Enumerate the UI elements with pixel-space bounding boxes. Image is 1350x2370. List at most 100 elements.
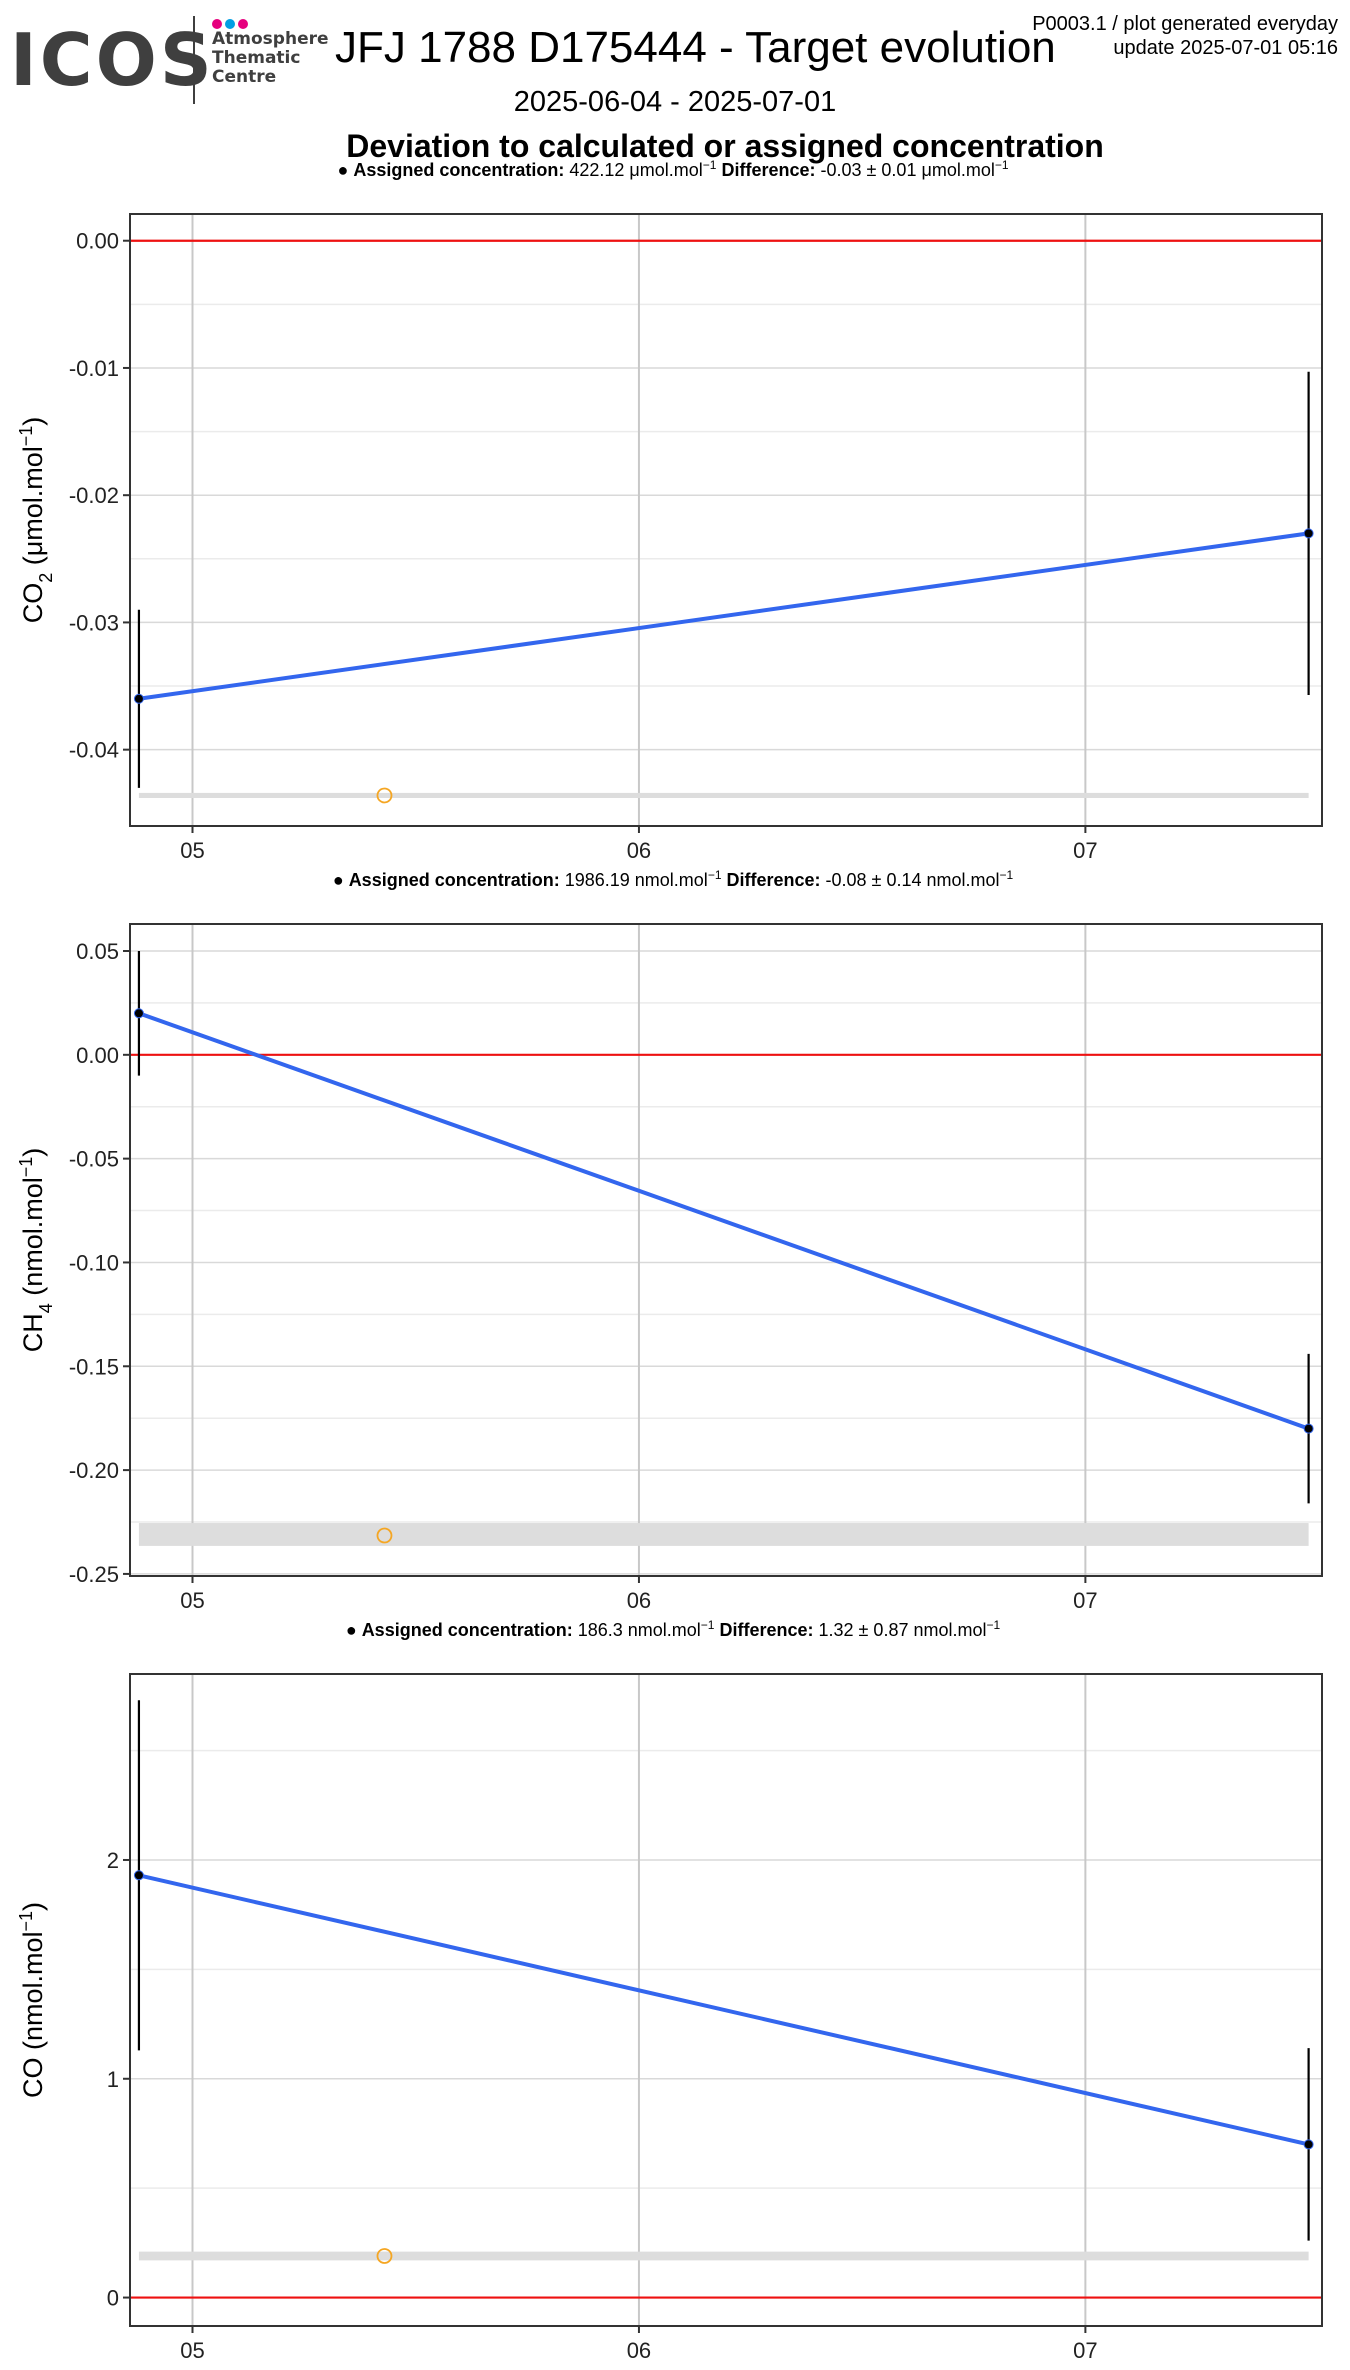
y-axis-label: CO (nmol.mol−1) (16, 1902, 48, 2098)
y-tick-label: 0.00 (76, 1043, 119, 1068)
y-tick-label: -0.25 (69, 1562, 119, 1587)
trend-line (138, 531, 1309, 701)
caption-unit-exponent: −1 (703, 158, 717, 172)
caption-diff-label: Difference: (716, 160, 820, 180)
y-tick-label: -0.04 (69, 738, 119, 763)
data-point (1303, 2139, 1314, 2150)
x-tick-label: 07 (1073, 1588, 1097, 1613)
y-tick-label: -0.05 (69, 1147, 119, 1172)
x-tick-label: 06 (627, 1588, 651, 1613)
y-tick-label: -0.02 (69, 483, 119, 508)
x-tick-label: 05 (180, 1588, 204, 1613)
reference-marker (376, 1527, 393, 1544)
x-tick-label: 05 (180, 838, 204, 863)
caption-label: Assigned concentration: (362, 1620, 578, 1640)
y-axis-label: CH4 (nmol.mol−1) (16, 1148, 56, 1353)
logo-subtitle: Atmosphere Thematic Centre (212, 30, 329, 87)
unit-label: (nmol.mol (18, 1932, 48, 2058)
species-name: CO (18, 2058, 48, 2099)
caption-unit-exponent: −1 (1000, 868, 1014, 882)
x-tick-label: 06 (627, 2338, 651, 2363)
data-point (133, 693, 144, 704)
unit-close: ) (18, 1902, 48, 1911)
caption-label: Assigned concentration: (353, 160, 569, 180)
update-time: update 2025-07-01 05:16 (1113, 37, 1338, 59)
species-name: CH (18, 1313, 48, 1352)
caption-diff-value: 1.32 ± 0.87 nmol.mol (819, 1620, 987, 1640)
x-tick-label: 07 (1073, 2338, 1097, 2363)
uncertainty-band (138, 1523, 1309, 1546)
trend-line (138, 1011, 1310, 1431)
panel-border (129, 923, 1323, 1577)
unit-label: (μmol.mol (18, 446, 48, 573)
y-tick-label: 0.05 (76, 939, 119, 964)
caption-diff-value: -0.08 ± 0.14 nmol.mol (826, 870, 1000, 890)
caption-diff-value: -0.03 ± 0.01 μmol.mol (821, 160, 995, 180)
unit-close: ) (18, 1148, 48, 1157)
trend-line (138, 1873, 1310, 2147)
caption-unit-exponent: −1 (701, 1618, 715, 1632)
y-tick-label: 2 (107, 1848, 119, 1873)
reference-marker (376, 2248, 393, 2264)
y-axis-label: CO2 (μmol.mol−1) (16, 417, 56, 624)
y-tick-label: 0 (107, 2286, 119, 2311)
caption-value: 422.12 μmol.mol (569, 160, 702, 180)
plot-info: P0003.1 / plot generated everyday update… (1032, 12, 1338, 60)
caption-dot-icon: ● (333, 870, 349, 890)
y-tick-label: -0.01 (69, 356, 119, 381)
caption-unit-exponent: −1 (708, 868, 722, 882)
caption-dot-icon: ● (337, 160, 353, 180)
plot-title: JFJ 1788 D175444 - Target evolution (335, 23, 1056, 72)
caption-value: 1986.19 nmol.mol (565, 870, 708, 890)
section-title: Deviation to calculated or assigned conc… (346, 128, 1104, 164)
date-range: 2025-06-04 - 2025-07-01 (513, 86, 837, 118)
caption-label: Assigned concentration: (349, 870, 565, 890)
logo-separator (193, 16, 195, 104)
unit-exponent: −1 (16, 1157, 36, 1178)
panel-caption: ● Assigned concentration: 186.3 nmol.mol… (346, 1618, 1001, 1640)
logo-line: Atmosphere (212, 29, 329, 49)
caption-unit-exponent: −1 (995, 158, 1009, 172)
unit-exponent: −1 (16, 426, 36, 447)
reference-marker (376, 787, 393, 804)
plot-header: ICOS Atmosphere Thematic Centre JFJ 1788… (0, 0, 1350, 200)
chart-panel-3: ● Assigned concentration: 186.3 nmol.mol… (16, 1618, 1323, 2363)
data-point (133, 1008, 144, 1019)
icos-logo: ICOS (10, 18, 215, 102)
y-tick-label: -0.10 (69, 1250, 119, 1275)
caption-diff-label: Difference: (714, 1620, 818, 1640)
x-tick-label: 07 (1073, 838, 1097, 863)
y-tick-label: -0.20 (69, 1458, 119, 1483)
unit-label: (nmol.mol (18, 1177, 48, 1303)
panel-caption: ● Assigned concentration: 1986.19 nmol.m… (333, 868, 1014, 890)
unit-close: ) (18, 417, 48, 426)
y-tick-label: -0.15 (69, 1354, 119, 1379)
data-point (1303, 528, 1314, 539)
species-name: CO (18, 583, 48, 624)
x-tick-label: 06 (627, 838, 651, 863)
panel-border (129, 1673, 1323, 2327)
logo-line: Thematic (212, 48, 301, 68)
data-point (133, 1870, 144, 1881)
uncertainty-band (138, 2251, 1309, 2261)
y-tick-label: -0.03 (69, 610, 119, 635)
caption-unit-exponent: −1 (986, 1618, 1000, 1632)
uncertainty-band (138, 792, 1309, 799)
caption-diff-label: Difference: (722, 870, 826, 890)
chart-panel-1: ● Assigned concentration: 422.12 μmol.mo… (16, 158, 1323, 863)
plot-code: P0003.1 / plot generated everyday (1032, 13, 1338, 35)
logo-dots-icon (212, 16, 262, 29)
x-tick-label: 05 (180, 2338, 204, 2363)
data-point (1303, 1423, 1314, 1434)
caption-value: 186.3 nmol.mol (578, 1620, 701, 1640)
caption-dot-icon: ● (346, 1620, 362, 1640)
chart-panel-2: ● Assigned concentration: 1986.19 nmol.m… (16, 868, 1323, 1613)
y-tick-label: 1 (107, 2067, 119, 2092)
panel-caption: ● Assigned concentration: 422.12 μmol.mo… (337, 158, 1008, 180)
logo-line: Centre (212, 67, 277, 87)
species-subscript: 4 (36, 1303, 56, 1313)
unit-exponent: −1 (16, 1911, 36, 1932)
species-subscript: 2 (36, 573, 56, 583)
y-tick-label: 0.00 (76, 229, 119, 254)
